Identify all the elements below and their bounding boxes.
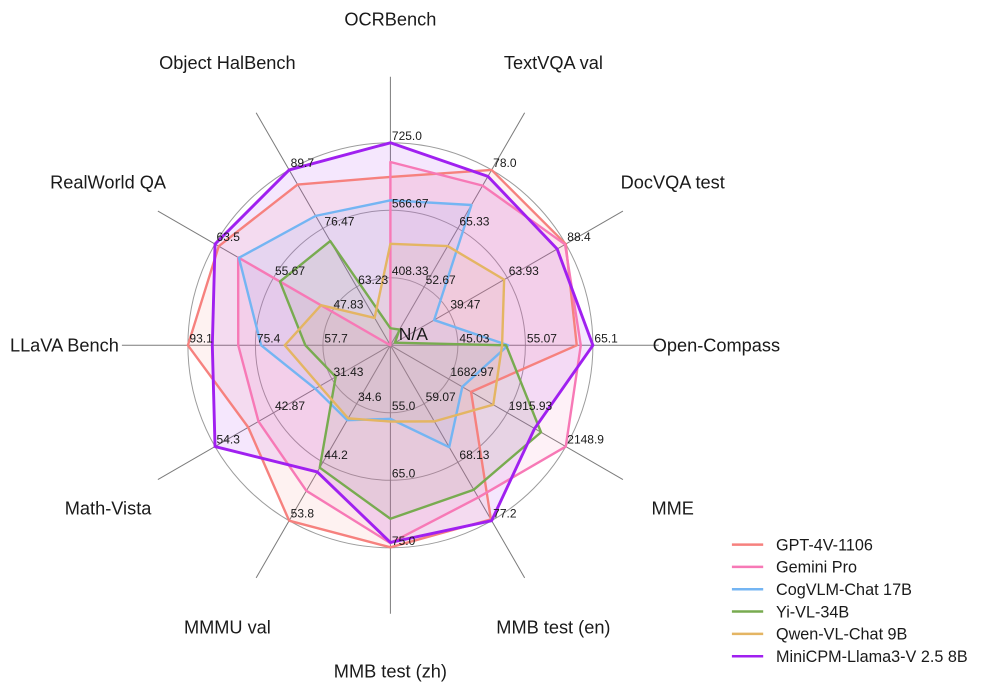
svg-text:39.47: 39.47 [450,298,480,312]
svg-text:408.33: 408.33 [392,264,429,278]
svg-text:65.1: 65.1 [594,331,618,345]
svg-text:Open-Compass: Open-Compass [653,335,780,355]
svg-text:GPT-4V-1106: GPT-4V-1106 [776,536,873,554]
svg-text:OCRBench: OCRBench [344,9,436,29]
svg-text:53.8: 53.8 [291,507,315,521]
svg-text:52.67: 52.67 [426,273,456,287]
svg-text:DocVQA test: DocVQA test [621,172,725,192]
svg-text:76.47: 76.47 [324,214,354,228]
svg-text:45.03: 45.03 [459,331,489,345]
svg-text:42.87: 42.87 [275,399,305,413]
svg-text:N/A: N/A [399,324,429,344]
svg-text:MMMU val: MMMU val [184,618,271,638]
svg-text:47.83: 47.83 [333,298,363,312]
svg-text:34.6: 34.6 [358,390,382,404]
svg-text:LLaVA Bench: LLaVA Bench [10,335,119,355]
svg-text:63.23: 63.23 [358,273,388,287]
svg-text:75.0: 75.0 [392,534,416,548]
svg-text:63.93: 63.93 [509,264,539,278]
svg-text:75.4: 75.4 [257,331,281,345]
svg-text:CogVLM-Chat 17B: CogVLM-Chat 17B [776,581,912,599]
svg-text:566.67: 566.67 [392,196,429,210]
svg-text:55.67: 55.67 [275,264,305,278]
svg-text:44.2: 44.2 [324,448,348,462]
svg-text:TextVQA val: TextVQA val [504,53,603,73]
svg-text:2148.9: 2148.9 [567,433,604,447]
svg-text:1915.93: 1915.93 [509,399,553,413]
svg-text:MME: MME [652,498,694,518]
svg-text:88.4: 88.4 [567,230,591,244]
svg-text:1682.97: 1682.97 [450,365,494,379]
svg-text:93.1: 93.1 [189,331,213,345]
svg-text:Math-Vista: Math-Vista [65,498,152,518]
svg-text:63.5: 63.5 [217,230,241,244]
svg-text:65.0: 65.0 [392,466,416,480]
svg-text:Object HalBench: Object HalBench [159,53,295,73]
svg-text:MMB test (zh): MMB test (zh) [334,661,447,681]
svg-text:78.0: 78.0 [493,156,517,170]
svg-text:55.0: 55.0 [392,399,416,413]
svg-text:65.33: 65.33 [459,214,489,228]
svg-text:Yi-VL-34B: Yi-VL-34B [776,603,849,621]
svg-text:Gemini Pro: Gemini Pro [776,559,857,577]
svg-text:57.7: 57.7 [324,331,348,345]
svg-text:MMB test (en): MMB test (en) [496,618,610,638]
svg-text:31.43: 31.43 [333,365,363,379]
svg-text:77.2: 77.2 [493,507,517,521]
svg-text:725.0: 725.0 [392,129,422,143]
svg-text:MiniCPM-Llama3-V 2.5 8B: MiniCPM-Llama3-V 2.5 8B [776,648,968,666]
svg-text:55.07: 55.07 [527,331,557,345]
svg-text:59.07: 59.07 [426,390,456,404]
svg-text:RealWorld QA: RealWorld QA [50,172,167,192]
svg-text:89.7: 89.7 [291,156,315,170]
svg-text:68.13: 68.13 [459,448,489,462]
svg-text:54.3: 54.3 [217,433,241,447]
svg-text:Qwen-VL-Chat 9B: Qwen-VL-Chat 9B [776,626,907,644]
